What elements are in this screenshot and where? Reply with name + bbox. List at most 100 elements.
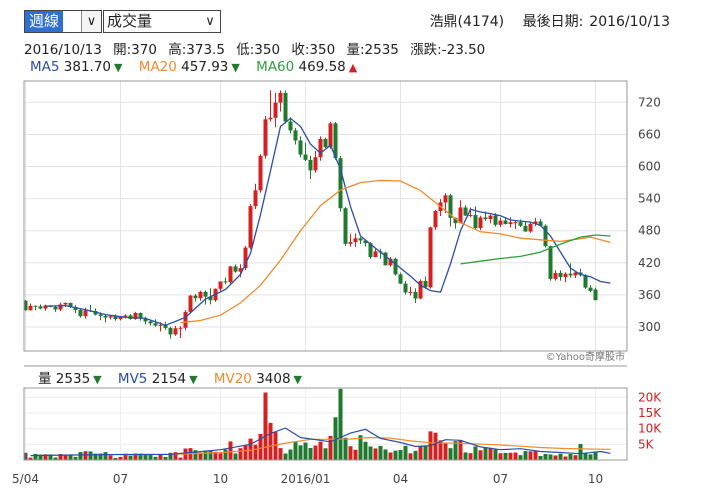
candle-body — [68, 302, 73, 307]
volume-bar — [208, 450, 213, 460]
chevron-down-icon[interactable]: ∨ — [205, 14, 215, 29]
candle-body — [498, 220, 503, 225]
volume-tick-label: 15K — [638, 406, 662, 420]
volume-bar — [68, 455, 73, 460]
volume-bar — [553, 455, 558, 460]
volume-bar — [173, 452, 178, 460]
price-tick-label: 540 — [638, 192, 661, 206]
volume-bar — [98, 453, 103, 460]
candle-body — [163, 324, 168, 328]
candle-body — [563, 273, 568, 278]
candle-body — [448, 195, 453, 218]
volume-bar — [483, 447, 488, 460]
candle-body — [33, 305, 38, 307]
candle-body — [443, 195, 448, 203]
volume-bar — [43, 454, 48, 460]
volume-bar — [213, 451, 218, 460]
volume-bar — [123, 453, 128, 460]
candle-body — [493, 215, 498, 225]
volume-bar — [503, 452, 508, 460]
volume-bar — [513, 452, 518, 460]
ohlc-change: 漲跌:-23.50 — [410, 42, 486, 58]
legend-ma5-value: 381.70 — [63, 59, 112, 75]
ohlc-close: 收:350 — [291, 42, 336, 58]
volume-bar — [558, 453, 563, 460]
toolbar: 週線 ∨ 成交量 ∨ 浩鼎(4174) 最後日期: 2016/10/13 — [0, 0, 720, 36]
candle-body — [193, 295, 198, 299]
candle-body — [543, 225, 548, 247]
legend-ma60: MA60 469.58 ▲ — [256, 59, 357, 75]
candle-body — [413, 291, 418, 299]
candle-body — [318, 139, 323, 158]
chevron-down-icon[interactable]: ∨ — [81, 11, 101, 32]
candle-body — [138, 312, 143, 319]
candle-body — [263, 119, 268, 156]
candle-body — [333, 123, 338, 159]
series-line-mv20 — [120, 436, 611, 456]
x-tick-label: 07 — [493, 472, 508, 486]
volume-bar — [248, 438, 253, 460]
candle-body — [343, 208, 348, 244]
down-triangle-icon: ▼ — [189, 373, 198, 386]
volume-bar — [303, 442, 308, 460]
volume-bar — [488, 447, 493, 460]
candle-body — [53, 306, 58, 310]
candle-body — [503, 220, 508, 225]
candle-body — [288, 121, 293, 131]
volume-bar — [408, 453, 413, 460]
candle-body — [403, 283, 408, 293]
volume-bar — [83, 451, 88, 460]
volume-bar — [228, 441, 233, 460]
volume-bar — [423, 446, 428, 460]
price-tick-label: 420 — [638, 256, 661, 270]
candle-body — [203, 291, 208, 297]
candle-body — [28, 305, 33, 311]
volume-bar — [263, 392, 268, 460]
x-tick-label: 10 — [588, 472, 603, 486]
volume-bar — [93, 453, 98, 460]
candle-body — [238, 268, 243, 272]
price-tick-label: 660 — [638, 127, 661, 141]
volume-bar — [268, 422, 273, 460]
candle-body — [483, 217, 488, 220]
volume-bar — [493, 449, 498, 460]
candle-body — [393, 258, 398, 275]
candle-body — [268, 117, 273, 120]
candle-body — [158, 324, 163, 326]
candle-body — [513, 222, 518, 224]
candle-body — [398, 274, 403, 284]
candle-body — [143, 318, 148, 322]
volume-bar — [368, 446, 373, 460]
candle-body — [148, 321, 153, 324]
volume-bar — [283, 453, 288, 460]
volume-bar — [168, 452, 173, 460]
volume-bar — [258, 433, 263, 460]
volume-bar — [563, 456, 568, 460]
ohlc-readout: 2016/10/13 開:370 高:373.5 低:350 收:350 量:2… — [24, 38, 492, 58]
period-select[interactable]: 週線 ∨ — [24, 10, 102, 33]
candle-body — [373, 251, 378, 258]
volume-bar — [103, 452, 108, 460]
candle-body — [423, 280, 428, 288]
indicator-select[interactable]: 成交量 ∨ — [103, 10, 221, 33]
volume-bar — [313, 445, 318, 460]
volume-bar — [398, 449, 403, 460]
volume-bar — [233, 453, 238, 460]
volume-bar — [273, 432, 278, 460]
candle-body — [478, 217, 483, 228]
volume-bar — [518, 455, 523, 460]
volume-bar — [438, 440, 443, 460]
volume-bar — [583, 453, 588, 460]
volume-bar — [153, 456, 158, 460]
legend-mv20-value: 3408 — [256, 371, 291, 387]
volume-bar — [528, 451, 533, 460]
volume-bar — [113, 457, 118, 460]
volume-bar — [53, 457, 58, 460]
candle-body — [463, 207, 468, 216]
candle-body — [218, 281, 223, 289]
down-triangle-icon: ▼ — [293, 373, 303, 386]
candle-body — [183, 311, 188, 328]
ohlc-low: 低:350 — [236, 42, 281, 58]
candle-body — [283, 92, 288, 122]
